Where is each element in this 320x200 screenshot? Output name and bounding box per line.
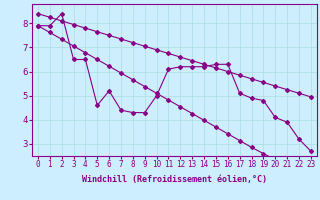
- X-axis label: Windchill (Refroidissement éolien,°C): Windchill (Refroidissement éolien,°C): [82, 175, 267, 184]
